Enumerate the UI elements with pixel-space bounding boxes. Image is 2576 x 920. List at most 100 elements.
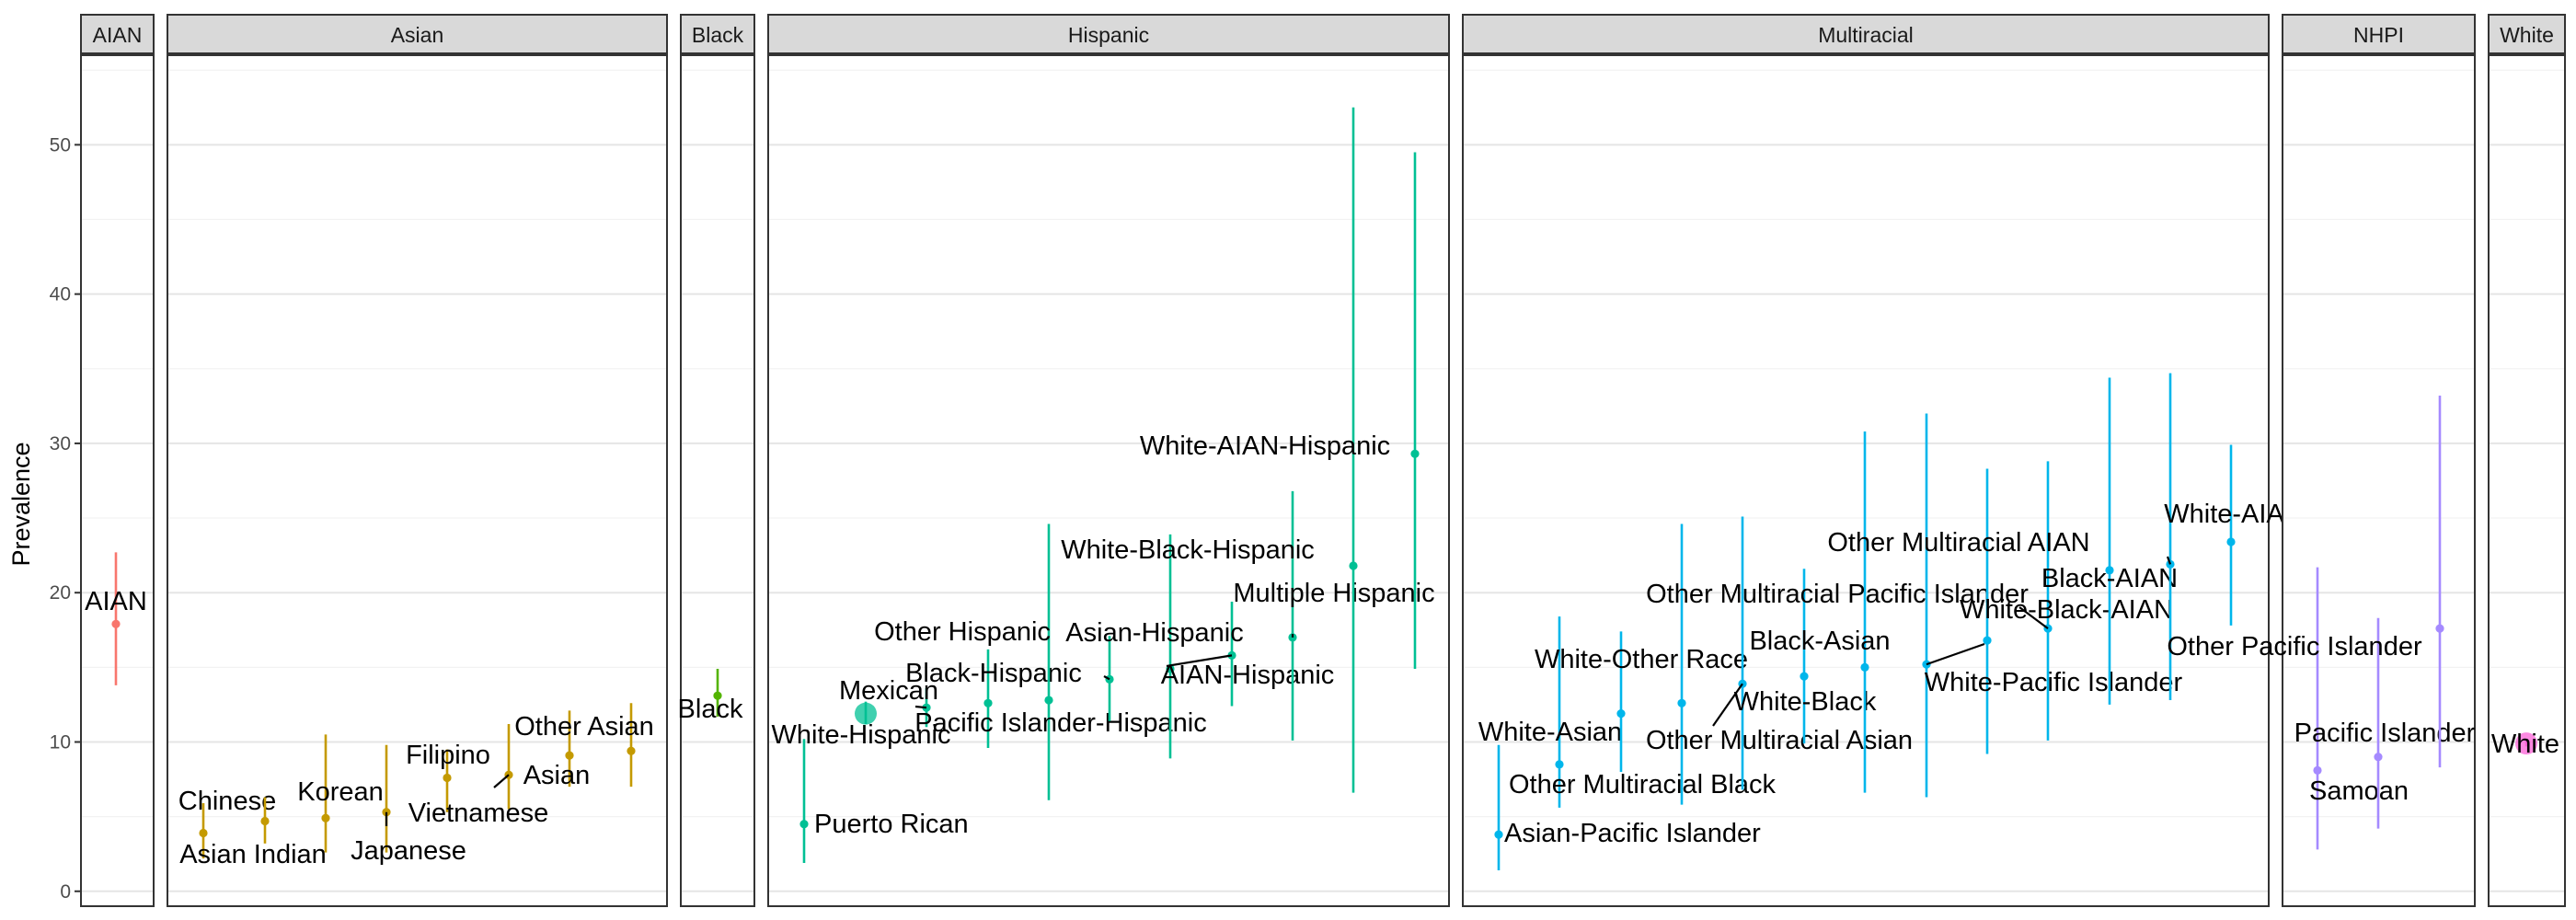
data-point [713,691,722,700]
data-point [1983,636,1992,645]
data-point [855,702,877,725]
data-point [260,816,270,826]
point-label: Black [678,695,743,724]
y-tick-label: 30 [50,433,71,454]
y-tick-label: 50 [50,134,71,155]
data-point [1494,830,1503,839]
point-label: Puerto Rican [814,810,969,839]
point-label: AIAN-Hispanic [1161,661,1335,690]
data-point [2226,537,2236,546]
point-label: Other Multiracial AIAN [1827,528,2089,558]
facet-panel-asian: Asian Chinese Asian Indian Korean Japanese Fi… [167,14,668,907]
facet-panel-black: Black Black [678,14,755,907]
panel-background [167,54,668,907]
data-point [983,698,993,707]
point-label: Samoan [2309,776,2409,806]
facet-panel-white: White White [2488,14,2566,907]
point-label: Multiple Hispanic [1233,579,1434,608]
point-label: Asian-Hispanic [1065,618,1243,648]
facet-panel-hispanic: Hispanic Puerto Rican White-Hispanic Mexica… [767,14,1450,907]
data-point [1349,561,1358,570]
point-label: White-Pacific Islander [1925,668,2183,697]
point-label: Filipino [406,741,490,770]
data-point [1288,633,1297,642]
facet-strip-label: AIAN [93,23,143,47]
point-label: Japanese [351,836,466,866]
data-point [1410,449,1420,458]
point-label: White-Asian [1478,718,1622,747]
point-label: Other Hispanic [874,617,1051,647]
point-label: Asian-Pacific Islander [1504,819,1761,848]
y-axis: 0 10 20 30 40 50 [50,134,81,903]
point-label: White [2491,730,2559,759]
facet-strip-label: White [2500,23,2554,47]
facet-panel-aian: AIAN AIAN [80,14,155,907]
panel-background [2488,54,2566,907]
panel-background [767,54,1450,907]
point-label: Other Asian [514,712,654,742]
y-axis-label: Prevalence [7,442,35,566]
facet-strip [80,14,155,54]
point-label: White-Hispanic [772,720,951,750]
data-point [2313,765,2322,775]
facet-strip-label: Multiracial [1818,23,1914,47]
data-point [799,820,809,829]
data-point [1677,698,1686,707]
label-leader-line [1166,654,1233,668]
data-point [199,828,208,838]
point-label: Other Multiracial Asian [1646,726,1913,755]
point-label: Pacific Islander [2294,719,2476,748]
point-label: White-AIAN [2164,500,2303,529]
data-point [111,619,121,628]
facet-strip [767,14,1450,54]
facet-strip-label: Asian [391,23,444,47]
facet-strip-label: NHPI [2353,23,2404,47]
y-tick-label: 0 [60,881,71,903]
facet-panel-multiracial: Multiracial Asian-Pacific Islander White-A… [1462,14,2304,907]
point-label: White-Other Race [1535,645,1748,674]
data-point [2374,753,2383,762]
point-label: White-Black-Hispanic [1061,535,1315,565]
data-point [627,746,636,755]
point-label: Other Multiracial Pacific Islander [1646,580,2029,609]
y-tick-label: 20 [50,582,71,604]
point-label: Asian Indian [179,840,327,869]
point-label: Black-AIAN [2041,564,2178,593]
point-label: White-AIAN-Hispanic [1140,431,1390,461]
facet-strip [2282,14,2476,54]
facet-strip [167,14,668,54]
point-label: White-Black [1734,687,1877,717]
point-label: AIAN [85,587,147,616]
point-label: Other Multiracial Black [1509,770,1777,799]
label-leader-line [493,774,510,788]
y-tick-label: 40 [50,284,71,305]
facet-strip-label: Hispanic [1068,23,1149,47]
facet-panels: AIAN AIAN Asian Chinese Asian Indian Korean Ja… [80,14,2566,907]
data-point [1105,674,1114,684]
data-point [2515,732,2537,755]
point-label: Korean [297,777,384,807]
point-label: White-Black-AIAN [1960,595,2173,625]
point-label: Black-Asian [1749,627,1890,656]
data-point [1044,696,1053,705]
data-point [2435,624,2444,633]
facet-strip-label: Black [692,23,744,47]
data-point [443,773,452,783]
data-point [2105,566,2114,575]
data-point [1800,672,1809,681]
point-label: Other Pacific Islander [2167,632,2422,661]
label-leader-line [2166,556,2172,565]
data-point [565,751,574,760]
panel-background [680,54,755,907]
label-leader-line [1926,642,1985,666]
point-label: Mexican [839,676,938,706]
data-point [1555,760,1564,769]
label-leader-line [1103,675,1110,681]
data-point [1922,660,1931,669]
label-leader-line [1712,683,1743,727]
data-point [321,813,330,822]
label-leader-line [2018,606,2049,630]
facet-strip [680,14,755,54]
facet-strip [1462,14,2270,54]
